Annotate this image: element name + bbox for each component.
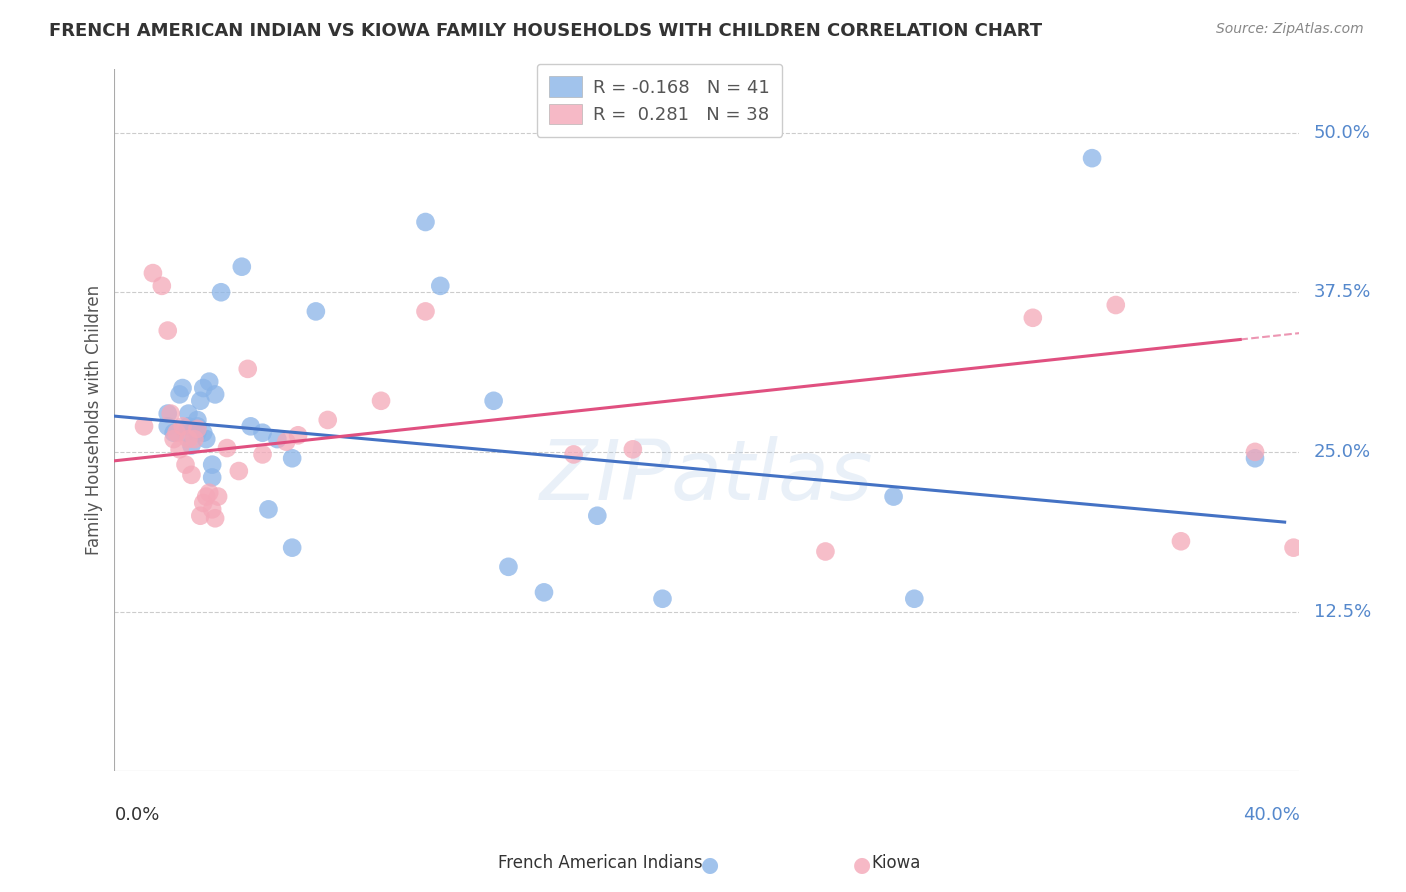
- Text: 40.0%: 40.0%: [1243, 806, 1299, 824]
- Point: [172, 381, 194, 395]
- Point: [188, 508, 211, 523]
- Text: ●: ●: [853, 855, 870, 875]
- Point: [209, 285, 232, 300]
- Point: [186, 419, 208, 434]
- Point: [498, 559, 520, 574]
- Point: [207, 490, 229, 504]
- Text: 0.0%: 0.0%: [114, 806, 160, 824]
- Point: [174, 425, 197, 440]
- Point: [201, 470, 224, 484]
- Point: [415, 304, 437, 318]
- Point: [1081, 151, 1104, 165]
- Point: [201, 458, 224, 472]
- Point: [814, 544, 837, 558]
- Point: [1170, 534, 1192, 549]
- Point: [586, 508, 609, 523]
- Point: [193, 381, 215, 395]
- Point: [252, 447, 274, 461]
- Point: [188, 393, 211, 408]
- Point: [257, 502, 280, 516]
- Point: [1244, 445, 1267, 459]
- Text: 25.0%: 25.0%: [1313, 443, 1371, 461]
- Y-axis label: Family Households with Children: Family Households with Children: [86, 285, 103, 555]
- Point: [204, 511, 226, 525]
- Point: [621, 442, 644, 457]
- Point: [169, 442, 191, 457]
- Point: [180, 467, 202, 482]
- Point: [415, 215, 437, 229]
- Text: ●: ●: [702, 855, 718, 875]
- Point: [252, 425, 274, 440]
- Point: [1282, 541, 1305, 555]
- Point: [231, 260, 253, 274]
- Point: [183, 432, 205, 446]
- Point: [239, 419, 262, 434]
- Point: [1105, 298, 1128, 312]
- Point: [172, 419, 194, 434]
- Point: [651, 591, 673, 606]
- Point: [177, 407, 200, 421]
- Point: [533, 585, 555, 599]
- Text: 12.5%: 12.5%: [1313, 602, 1371, 621]
- Point: [150, 278, 173, 293]
- Point: [156, 419, 179, 434]
- Legend: R = -0.168   N = 41, R =  0.281   N = 38: R = -0.168 N = 41, R = 0.281 N = 38: [537, 63, 782, 137]
- Point: [228, 464, 250, 478]
- Point: [281, 451, 304, 466]
- Point: [281, 541, 304, 555]
- Text: 50.0%: 50.0%: [1313, 124, 1371, 142]
- Point: [287, 428, 309, 442]
- Point: [562, 447, 585, 461]
- Point: [276, 434, 298, 449]
- Point: [236, 362, 259, 376]
- Point: [166, 425, 188, 440]
- Point: [201, 502, 224, 516]
- Point: [177, 432, 200, 446]
- Text: French American Indians: French American Indians: [498, 855, 703, 872]
- Point: [169, 387, 191, 401]
- Point: [186, 422, 208, 436]
- Point: [195, 490, 218, 504]
- Text: Kiowa: Kiowa: [872, 855, 921, 872]
- Point: [883, 490, 905, 504]
- Point: [266, 432, 288, 446]
- Point: [132, 419, 155, 434]
- Point: [195, 432, 218, 446]
- Point: [177, 419, 200, 434]
- Text: FRENCH AMERICAN INDIAN VS KIOWA FAMILY HOUSEHOLDS WITH CHILDREN CORRELATION CHAR: FRENCH AMERICAN INDIAN VS KIOWA FAMILY H…: [49, 22, 1042, 40]
- Point: [370, 393, 392, 408]
- Point: [198, 485, 221, 500]
- Point: [183, 422, 205, 436]
- Point: [903, 591, 925, 606]
- Point: [186, 425, 208, 440]
- Text: ZIPatlas: ZIPatlas: [540, 435, 873, 516]
- Point: [156, 324, 179, 338]
- Point: [186, 413, 208, 427]
- Point: [163, 425, 186, 440]
- Point: [198, 375, 221, 389]
- Point: [159, 407, 181, 421]
- Point: [142, 266, 165, 280]
- Point: [204, 387, 226, 401]
- Point: [316, 413, 339, 427]
- Point: [180, 438, 202, 452]
- Point: [1022, 310, 1045, 325]
- Point: [215, 441, 238, 455]
- Text: 37.5%: 37.5%: [1313, 284, 1371, 301]
- Text: Source: ZipAtlas.com: Source: ZipAtlas.com: [1216, 22, 1364, 37]
- Point: [163, 432, 186, 446]
- Point: [482, 393, 505, 408]
- Point: [305, 304, 328, 318]
- Point: [174, 458, 197, 472]
- Point: [193, 425, 215, 440]
- Point: [429, 278, 451, 293]
- Point: [1244, 451, 1267, 466]
- Point: [156, 407, 179, 421]
- Point: [193, 496, 215, 510]
